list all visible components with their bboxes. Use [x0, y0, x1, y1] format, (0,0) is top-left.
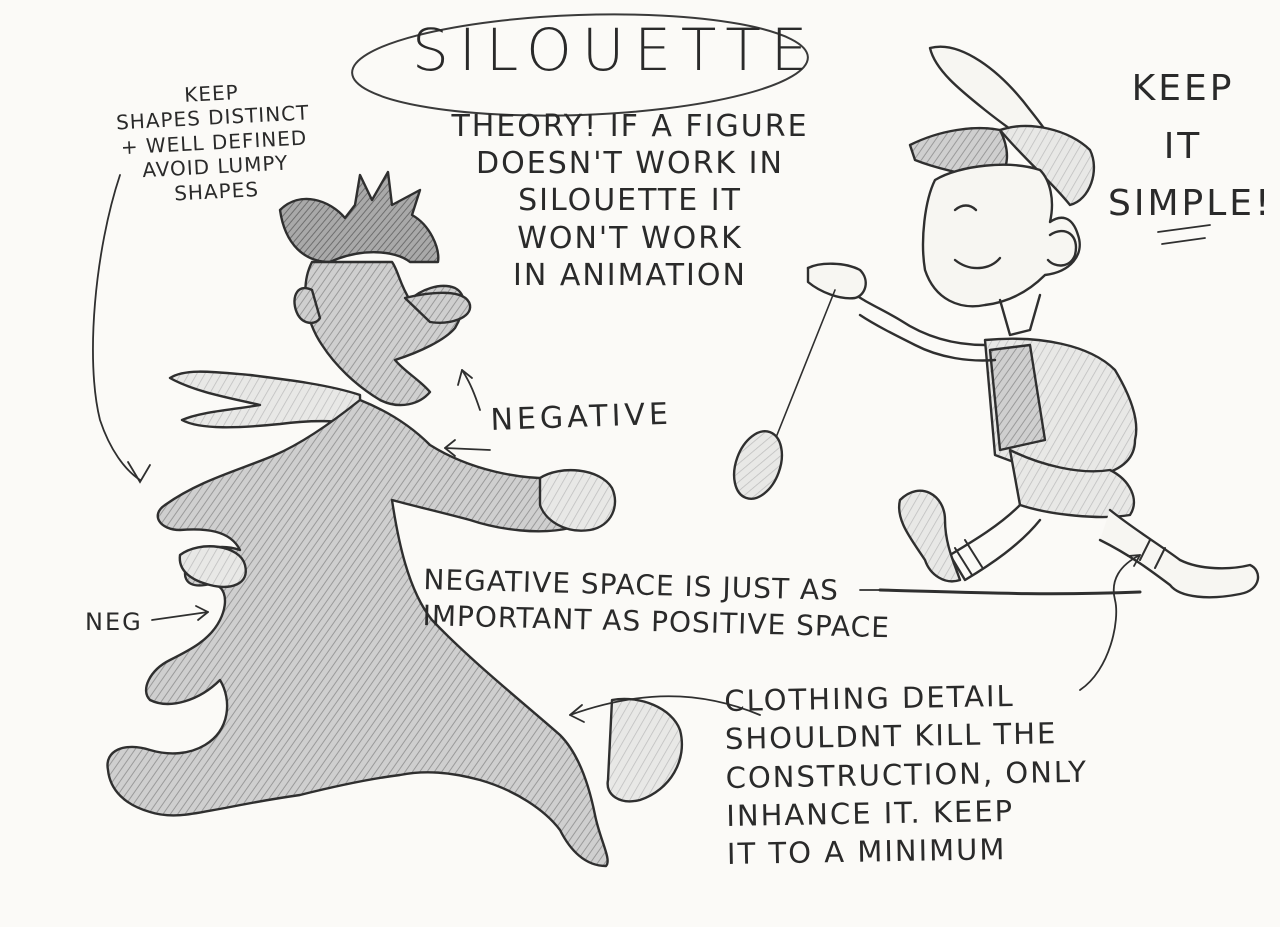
clothing-line: INHANCE IT. KEEP — [726, 793, 1015, 833]
walking-man-figure — [106, 170, 683, 868]
theory-line: IN ANIMATION — [513, 257, 747, 293]
page-title: SILOUETTE — [412, 16, 818, 84]
neg-label: NEG — [85, 608, 143, 636]
clothing-line: CLOTHING DETAIL — [724, 678, 1015, 718]
keep-simple-note: KEEP IT SIMPLE! — [1108, 60, 1273, 233]
boy-figure — [732, 45, 1260, 599]
clothing-line: IT TO A MINIMUM — [726, 832, 1007, 872]
title-ellipse — [351, 13, 809, 117]
keep-simple-line: SIMPLE! — [1108, 183, 1273, 225]
keep-shapes-note: KEEP SHAPES DISTINCT + WELL DEFINED AVOI… — [86, 75, 342, 210]
keep-simple-line: KEEP — [1131, 68, 1235, 109]
annotation-arrows — [92, 174, 1211, 723]
theory-line: THEORY! IF A FIGURE — [451, 109, 809, 144]
clothing-note: CLOTHING DETAIL SHOULDNT KILL THE CONSTR… — [724, 676, 1090, 874]
negative-space-note: NEGATIVE SPACE IS JUST AS IMPORTANT AS P… — [422, 562, 891, 647]
theory-line: SILOUETTE IT — [518, 183, 742, 219]
clothing-line: CONSTRUCTION, ONLY — [725, 754, 1089, 795]
theory-line: DOESN'T WORK IN — [476, 146, 784, 182]
theory-line: WON'T WORK — [517, 220, 743, 256]
theory-note: THEORY! IF A FIGURE DOESN'T WORK IN SILO… — [450, 108, 810, 294]
keep-simple-line: IT — [1163, 125, 1203, 167]
negative-label: NEGATIVE — [489, 396, 673, 438]
clothing-line: SHOULDNT KILL THE — [724, 716, 1058, 757]
